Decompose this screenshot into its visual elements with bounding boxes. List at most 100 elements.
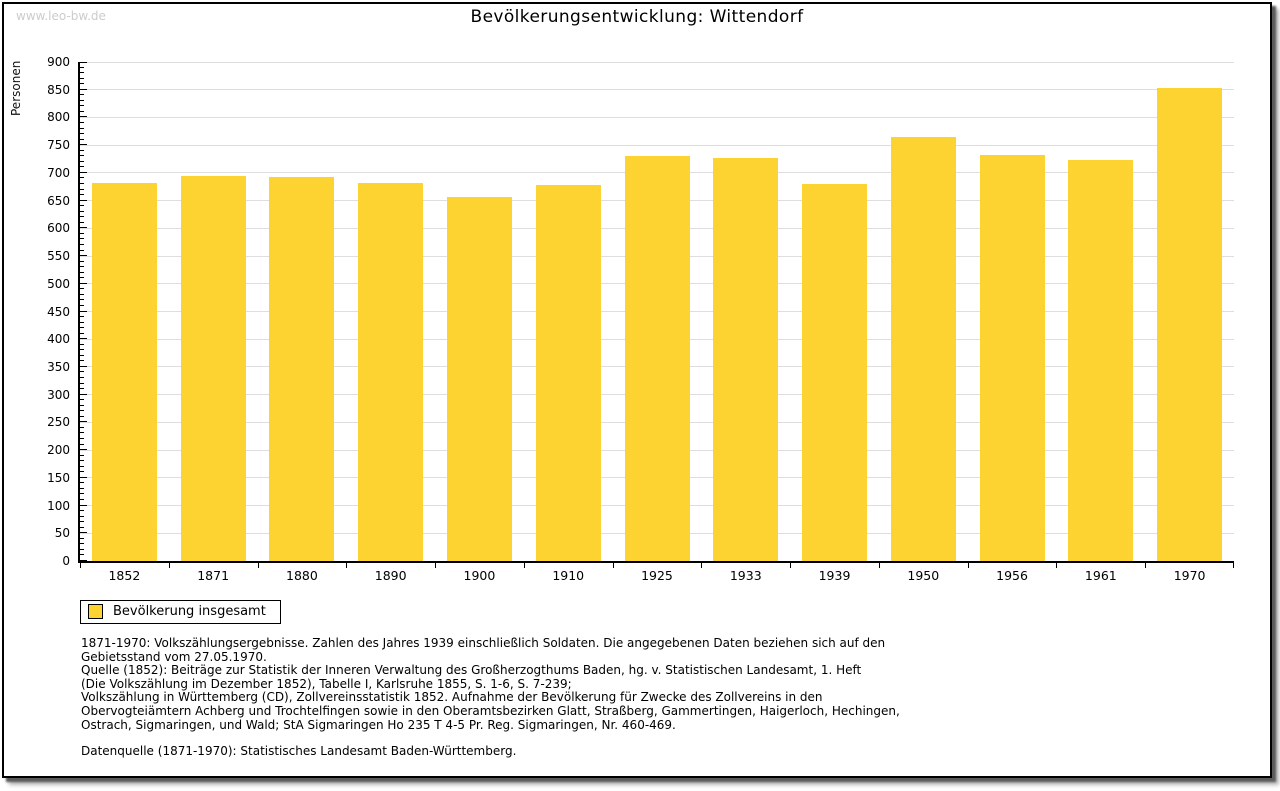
y-minor-tick — [80, 382, 84, 384]
y-major-tick — [80, 116, 87, 118]
y-minor-tick — [80, 77, 84, 79]
y-minor-tick — [80, 266, 84, 268]
y-minor-tick — [80, 221, 84, 223]
y-minor-tick — [80, 415, 84, 417]
y-major-tick — [80, 476, 87, 478]
footer-line: 1871-1970: Volkszählungsergebnisse. Zahl… — [81, 636, 886, 650]
footer-line: Quelle (1852): Beiträge zur Statistik de… — [81, 663, 862, 678]
gridline — [80, 89, 1234, 91]
y-minor-tick — [80, 243, 84, 245]
plot-area — [78, 61, 1234, 563]
x-boundary-tick — [523, 563, 525, 568]
footer-line: (Die Volkszählung im Dezember 1852), Tab… — [81, 676, 572, 691]
y-minor-tick — [80, 443, 84, 445]
x-tick-label: 1939 — [818, 568, 851, 583]
y-minor-tick — [80, 521, 84, 523]
y-minor-tick — [80, 121, 84, 123]
y-minor-tick — [80, 210, 84, 212]
y-minor-tick — [80, 277, 84, 279]
y-minor-tick — [80, 205, 84, 207]
legend-label: Bevölkerung insgesamt — [113, 604, 266, 619]
y-minor-tick — [80, 548, 84, 550]
y-minor-tick — [80, 232, 84, 234]
x-boundary-tick — [967, 563, 969, 568]
legend: Bevölkerung insgesamt — [80, 600, 281, 624]
y-tick-label: 0 — [62, 554, 70, 568]
y-major-tick — [80, 560, 87, 561]
y-minor-tick — [80, 288, 84, 290]
y-minor-tick — [80, 471, 84, 473]
y-tick-label: 700 — [47, 165, 70, 180]
x-boundary-tick — [346, 563, 348, 568]
y-minor-tick — [80, 360, 84, 362]
y-minor-tick — [80, 460, 84, 462]
y-minor-tick — [80, 127, 84, 129]
x-tick-label: 1956 — [996, 568, 1028, 583]
page-frame: www.leo-bw.de Bevölkerungsentwicklung: W… — [2, 2, 1272, 778]
y-minor-tick — [80, 404, 84, 406]
y-minor-tick — [80, 133, 84, 135]
y-major-tick — [80, 282, 87, 284]
y-minor-tick — [80, 155, 84, 157]
y-minor-tick — [80, 160, 84, 162]
y-major-tick — [80, 310, 87, 312]
y-minor-tick — [80, 316, 84, 318]
bar — [890, 136, 956, 561]
y-tick-label: 850 — [47, 82, 70, 97]
gridline — [80, 144, 1234, 146]
y-major-tick — [80, 449, 87, 451]
x-boundary-tick — [612, 563, 614, 568]
y-tick-label: 100 — [47, 498, 70, 513]
y-minor-tick — [80, 526, 84, 528]
y-minor-tick — [80, 271, 84, 273]
y-minor-tick — [80, 166, 84, 168]
y-minor-tick — [80, 177, 84, 179]
x-boundary-tick — [1056, 563, 1058, 568]
bar — [535, 184, 601, 561]
y-minor-tick — [80, 515, 84, 517]
y-minor-tick — [80, 327, 84, 329]
y-tick-label: 900 — [47, 55, 70, 69]
y-minor-tick — [80, 321, 84, 323]
y-tick-label: 350 — [47, 359, 70, 374]
y-major-tick — [80, 504, 87, 506]
y-minor-tick — [80, 354, 84, 356]
y-major-tick — [80, 365, 87, 367]
gridline — [80, 116, 1234, 118]
y-minor-tick — [80, 426, 84, 428]
bar — [1068, 160, 1134, 561]
chart-title: Bevölkerungsentwicklung: Wittendorf — [470, 7, 804, 27]
y-minor-tick — [80, 499, 84, 500]
y-minor-tick — [80, 432, 84, 434]
x-boundary-tick — [168, 563, 170, 568]
bar — [802, 183, 868, 561]
x-tick-label: 1950 — [907, 568, 940, 583]
y-tick-label: 200 — [47, 443, 70, 458]
y-major-tick — [80, 144, 87, 146]
watermark: www.leo-bw.de — [16, 9, 106, 23]
y-minor-tick — [80, 304, 84, 306]
y-tick-label: 600 — [47, 221, 70, 236]
y-minor-tick — [80, 188, 84, 190]
y-tick-label: 150 — [47, 470, 70, 485]
y-major-tick — [80, 88, 87, 90]
x-boundary-tick — [790, 563, 792, 568]
y-minor-tick — [80, 299, 84, 301]
gridline — [80, 61, 1234, 63]
y-axis-labels: 0 50 100 150 200 250 300 350 400 450 500 550 600 650 7… — [4, 55, 70, 568]
y-minor-tick — [80, 377, 84, 379]
y-major-tick — [80, 227, 87, 229]
y-minor-tick — [80, 149, 84, 151]
y-minor-tick — [80, 543, 84, 545]
y-minor-tick — [80, 293, 84, 295]
y-minor-tick — [80, 83, 84, 85]
y-minor-tick — [80, 94, 84, 96]
bar — [358, 182, 424, 561]
x-boundary-tick — [1145, 563, 1147, 568]
y-minor-tick — [80, 388, 84, 390]
x-tick-label: 1871 — [197, 568, 230, 583]
y-tick-label: 800 — [47, 110, 70, 125]
y-minor-tick — [80, 399, 84, 401]
y-tick-label: 650 — [47, 193, 70, 208]
y-minor-tick — [80, 410, 84, 412]
